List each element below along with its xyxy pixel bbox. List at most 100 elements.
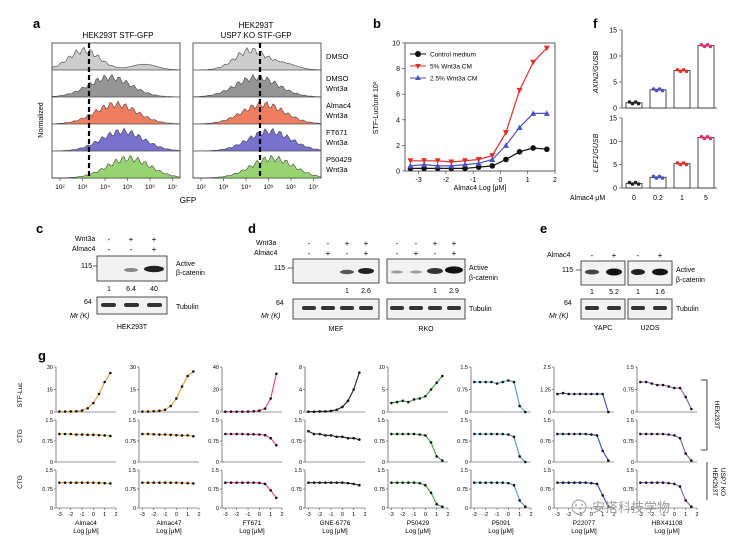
g-ytick-label: 8: [299, 365, 302, 371]
g-log-label: Log [μM]: [322, 528, 348, 535]
g-point: [595, 392, 599, 396]
g-xtick-label: 1: [352, 512, 355, 518]
xtick-label: 10²: [55, 184, 65, 191]
mw-marker: 64: [84, 299, 92, 306]
g-ytick-label: 30: [130, 365, 136, 371]
g-point: [390, 432, 393, 436]
xtick-label: 10²: [196, 184, 206, 191]
g-point: [141, 432, 144, 436]
xtick-label: 1: [526, 177, 530, 184]
panel-g-row-label: CTG: [17, 429, 24, 443]
g-ytick-label: 0.75: [291, 487, 302, 493]
g-point: [358, 483, 361, 487]
g-ytick-label: 0: [465, 460, 468, 466]
g-point: [341, 481, 344, 484]
panel-b-chart: 0 2 4 6 8 10 -3 -2 -1 0 1 2: [392, 41, 557, 185]
bar-dot: [651, 174, 656, 179]
g-ytick-label: 1.5: [543, 468, 551, 474]
g-point: [269, 436, 272, 440]
g-point: [595, 482, 599, 486]
g-point: [524, 410, 527, 414]
g-ytick-label: 0.75: [125, 439, 136, 445]
g-ytick-label: 1.5: [460, 468, 468, 474]
g-xtick-label: 2: [446, 512, 449, 518]
g-point: [590, 433, 593, 436]
bar-dot: [699, 43, 704, 47]
g-point: [418, 481, 421, 485]
band-label: β-catenin: [676, 277, 705, 284]
panel-a-xlabel: GFP: [180, 196, 196, 205]
panel-e: Almac4 - + - + 115 Active β-catenin 1 5.…: [547, 251, 705, 332]
g-point: [478, 432, 482, 436]
sign: -: [108, 245, 111, 254]
panel-g-row-label: STF-Luc: [17, 382, 24, 408]
mw-marker: 115: [274, 265, 285, 272]
g-point: [473, 481, 476, 484]
g-log-label: Log [μM]: [156, 528, 182, 535]
g-point: [412, 398, 416, 401]
g-point: [141, 410, 144, 413]
g-point: [163, 433, 167, 436]
cell-line-label: YAPC: [594, 325, 613, 332]
legend-label-control: Control medium: [430, 52, 476, 59]
g-ytick-label: 1.5: [626, 468, 634, 474]
g-curve: [557, 482, 609, 507]
g-xtick-label: -3: [223, 512, 228, 518]
g-point: [275, 496, 278, 500]
g-point: [103, 481, 106, 485]
point-2p5pct: [421, 161, 428, 168]
point-5pct: [407, 158, 414, 164]
g-log-label: Log [μM]: [654, 528, 680, 535]
quant: 5.2: [609, 289, 619, 296]
g-point: [607, 505, 610, 509]
g-point: [192, 482, 195, 485]
g-point: [650, 382, 654, 385]
g-point: [318, 481, 322, 484]
g-xtick-label: -2: [68, 512, 73, 518]
g-ytick-label: 0.75: [623, 439, 634, 445]
g-ytick-label: 0.75: [374, 487, 385, 493]
g-xtick-label: -1: [329, 512, 334, 518]
quant: 1: [433, 288, 437, 295]
g-xtick-label: -1: [578, 512, 583, 518]
g-xtick-label: -3: [555, 512, 560, 518]
g-compound-label: GNE-6776: [320, 520, 351, 527]
bar-dot: [702, 44, 707, 49]
g-point: [690, 505, 693, 509]
panel-c: Wnt3a Almac4 - + + - - + 115 Active β-ca…: [70, 235, 205, 331]
g-point: [307, 410, 310, 414]
panel-letter-g: g: [38, 348, 46, 363]
g-curve: [225, 482, 277, 499]
g-point: [650, 481, 654, 484]
g-point: [395, 432, 399, 436]
panel-b: 0 2 4 6 8 10 -3 -2 -1 0 1 2 STF-Luc/unit 10³ Almac4…: [373, 41, 557, 193]
g-xtick-label: 0: [590, 512, 593, 518]
g-ytick-label: 0: [382, 460, 385, 466]
g-ytick-label: 0: [216, 506, 219, 512]
panel-a-right-title-2: USP7 KO STF-GFP: [220, 31, 291, 40]
g-ytick-label: 0: [216, 410, 219, 416]
ytick-label: 4: [396, 117, 400, 124]
point-2p5pct: [448, 162, 455, 169]
g-point: [667, 385, 670, 388]
g-point: [192, 434, 195, 438]
g-ytick-label: 40: [213, 365, 219, 371]
mw-marker: 115: [81, 263, 92, 270]
g-ytick-label: 1.5: [294, 468, 302, 474]
g-point: [152, 409, 156, 413]
g-point: [578, 481, 582, 484]
g-xtick-label: -3: [140, 512, 145, 518]
g-ytick-label: 0: [133, 410, 136, 416]
panel-e-row-almac4: Almac4: [547, 252, 570, 259]
g-point: [86, 406, 89, 410]
g-xtick-label: -1: [661, 512, 666, 518]
g-point: [307, 429, 310, 433]
point-2p5pct: [543, 110, 550, 116]
g-point: [512, 380, 516, 384]
g-point: [358, 438, 361, 441]
g-point: [235, 481, 239, 484]
g-point: [673, 386, 676, 390]
g-ytick-label: 1.5: [211, 468, 219, 474]
g-point: [152, 432, 156, 436]
g-point: [401, 399, 405, 403]
